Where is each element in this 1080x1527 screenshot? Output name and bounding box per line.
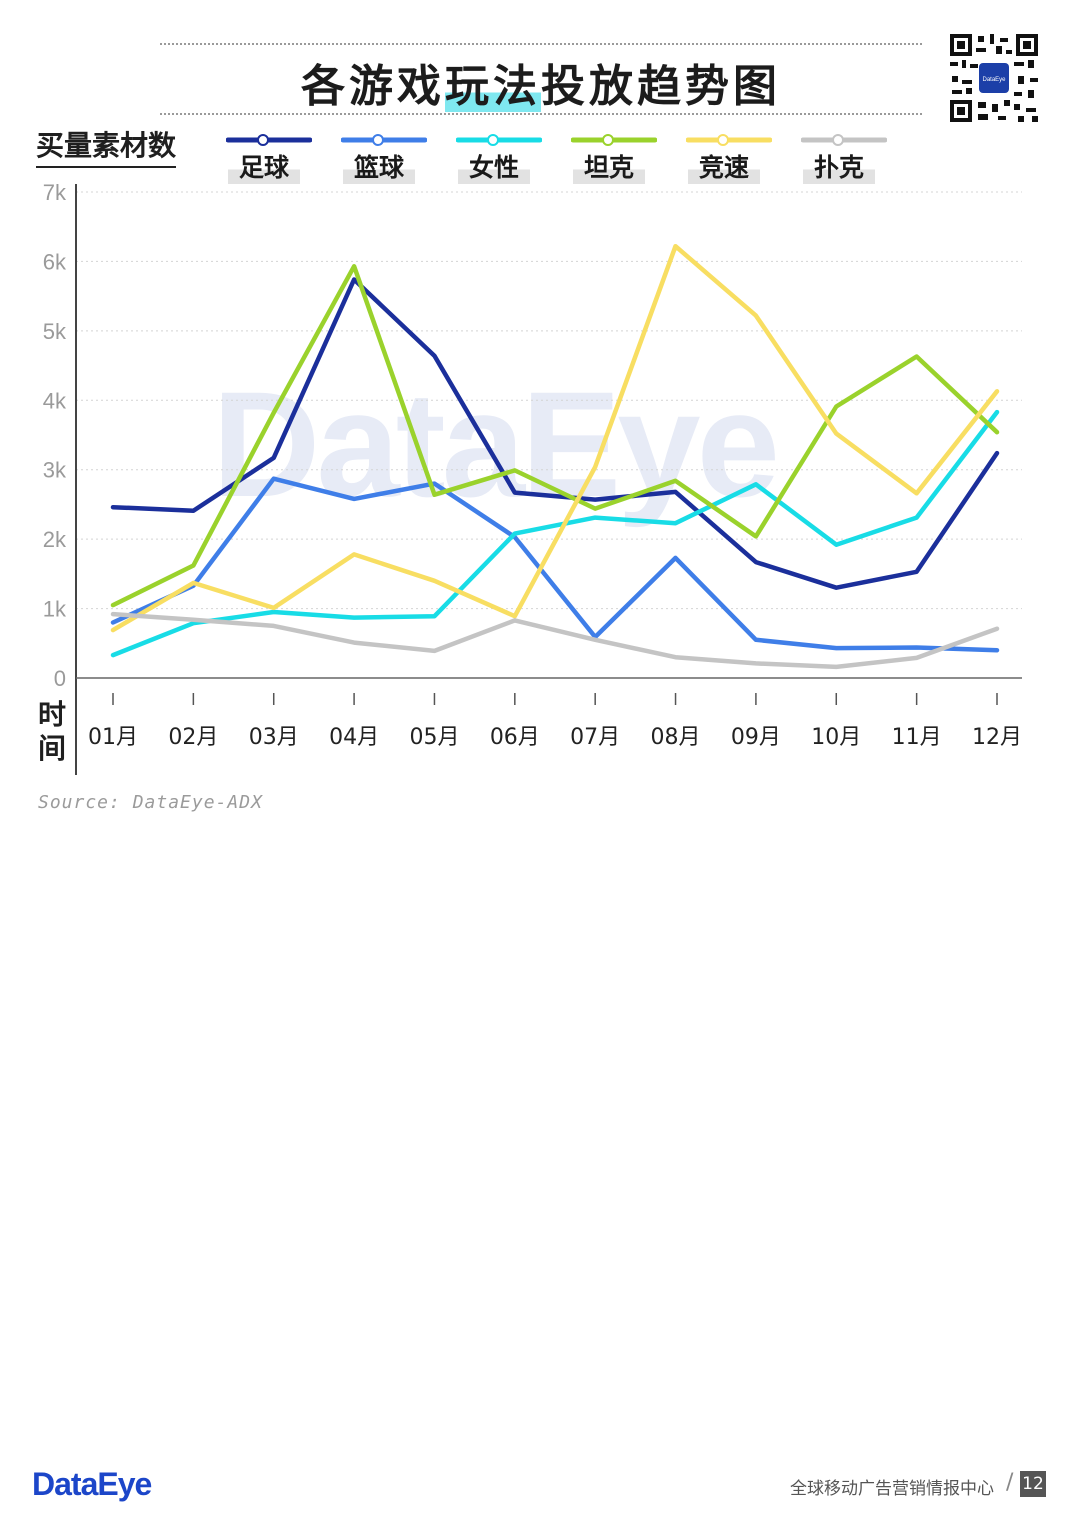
series-line-足球: [110, 277, 1000, 590]
legend-label: 扑克: [803, 148, 875, 184]
y-tick-label: 1k: [43, 597, 67, 622]
legend-item: 足球: [222, 128, 318, 184]
legend-swatch: [801, 134, 887, 146]
footer-logo: DataEye: [32, 1466, 152, 1502]
x-tick-label: 01月: [88, 725, 138, 750]
title-top-rule: [160, 43, 922, 45]
legend-item: 竞速: [682, 128, 778, 184]
qr-logo-text: DataEye: [982, 77, 1006, 83]
y-tick-label: 7k: [43, 180, 67, 205]
legend-label: 篮球: [343, 148, 415, 184]
series-line-女性: [110, 409, 1000, 658]
page-number: 12: [1020, 1471, 1046, 1497]
legend-item: 扑克: [797, 128, 893, 184]
title-part-1: 各游戏: [301, 61, 445, 112]
y-axis-title: 买量素材数: [36, 124, 177, 168]
x-axis-title: 时间: [38, 698, 67, 765]
x-tick-label: 05月: [409, 725, 459, 750]
x-tick-label: 08月: [651, 725, 701, 750]
legend-item: 坦克: [567, 128, 663, 184]
legend-label: 坦克: [573, 148, 645, 184]
legend-swatch: [571, 134, 657, 146]
legend-item: 女性: [452, 128, 548, 184]
legend-item: 篮球: [337, 128, 433, 184]
title-highlight: 玩法: [445, 61, 541, 112]
x-tick-label: 03月: [249, 725, 299, 750]
x-tick-label: 12月: [972, 725, 1022, 750]
page-title: 各游戏玩法投放趋势图: [160, 50, 922, 114]
legend-label: 竞速: [688, 148, 760, 184]
title-bottom-rule: [160, 113, 922, 115]
legend-label: 足球: [228, 148, 300, 184]
series-line-扑克: [110, 611, 1000, 670]
y-tick-label: 4k: [43, 388, 67, 413]
source-note: Source: DataEye-ADX: [38, 792, 263, 813]
series-line-篮球: [110, 476, 1000, 653]
series-line-竞速: [110, 243, 1000, 633]
series-line-坦克: [110, 264, 1000, 608]
title-part-2: 投放趋势图: [541, 61, 781, 112]
x-tick-label: 11月: [892, 725, 942, 750]
x-tick-label: 07月: [570, 725, 620, 750]
qr-code[interactable]: DataEye: [948, 32, 1040, 124]
legend-swatch: [456, 134, 542, 146]
legend-swatch: [686, 134, 772, 146]
line-chart: 0 1k 2k 3k 4k 5k 6k 7k 01月 02月 03月 04月 05月 06月 07月 08月 0…: [43, 180, 1022, 775]
x-tick-label: 06月: [490, 725, 540, 750]
x-tick-label: 10月: [811, 725, 861, 750]
y-tick-label: 6k: [43, 249, 67, 274]
legend-swatch: [226, 134, 312, 146]
y-tick-label: 0: [54, 666, 66, 691]
y-tick-label: 5k: [43, 319, 67, 344]
legend-swatch: [341, 134, 427, 146]
x-tick-label: 02月: [168, 725, 218, 750]
y-tick-label: 3k: [43, 458, 67, 483]
x-tick-label: 09月: [731, 725, 781, 750]
footer-separator: /: [1006, 1470, 1014, 1495]
legend-label: 女性: [458, 148, 530, 184]
x-tick-label: 04月: [329, 725, 379, 750]
footer-text: 全球移动广告营销情报中心: [790, 1479, 994, 1499]
y-tick-label: 2k: [43, 527, 67, 552]
